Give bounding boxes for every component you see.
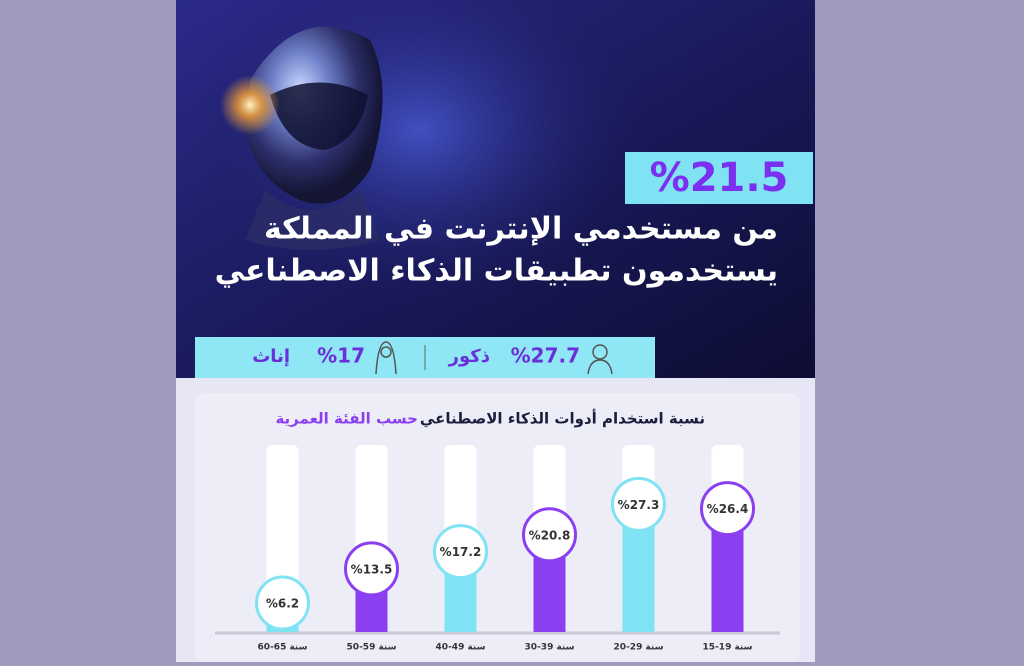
chart-title-highlight: حسب الفئة العمرية [275,410,418,428]
stat-value: %21.5 [650,155,789,201]
female-value: %17 [317,344,365,368]
stat-box [625,152,813,204]
headline-line: من مستخدمي الإنترنت في المملكة [264,212,778,247]
value-label: %6.2 [266,597,299,611]
helmet-illustration [220,26,383,250]
x-tick-label: 20-29 سنة [614,643,664,653]
value-label: %13.5 [351,562,393,576]
value-label: %20.8 [529,528,571,542]
x-tick-label: 40-49 سنة [436,643,486,653]
x-tick-label: 60-65 سنة [258,643,308,653]
value-bubble [344,541,399,597]
female-label: إناث [252,346,290,367]
value-label: %27.3 [618,498,660,512]
chart-title: نسبة استخدام أدوات الذكاء الاصطناعي [420,409,705,428]
male-icon [587,344,613,375]
headline-line: يستخدمون تطبيقات الذكاء الاصطناعي [215,254,778,289]
value-label: %17.2 [440,545,482,559]
value-label: %26.4 [707,502,749,516]
x-tick-label: 15-19 سنة [703,643,753,653]
value-bubble [611,476,666,532]
male-label: ذكور [448,346,490,367]
x-tick-label: 30-39 سنة [525,643,575,653]
male-value: %27.7 [511,344,580,368]
value-bubble [255,575,310,631]
value-bubble [522,507,577,563]
value-bubble [700,481,755,537]
x-tick-label: 50-59 سنة [347,643,397,653]
female-icon [375,341,397,375]
value-bubble [433,524,488,580]
